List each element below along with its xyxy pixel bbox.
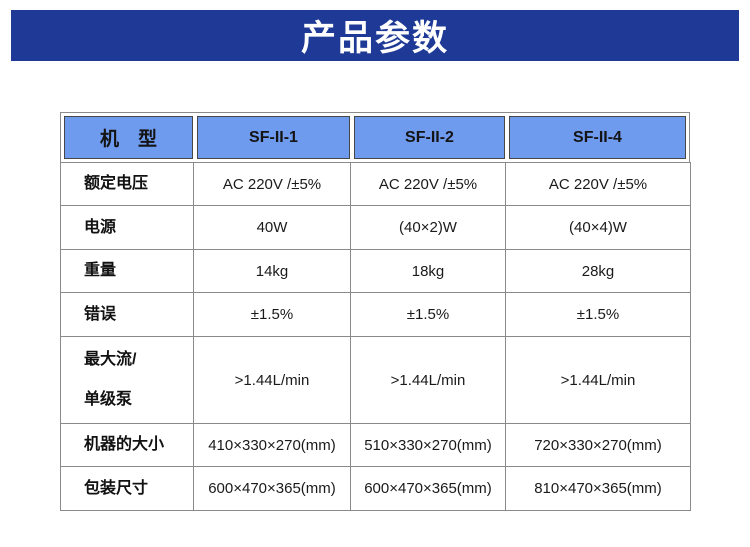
value-cell: AC 220V /±5%	[505, 162, 691, 206]
value-cell: 600×470×365(mm)	[193, 466, 351, 511]
value-cell: 600×470×365(mm)	[350, 466, 506, 511]
value-cell: 720×330×270(mm)	[505, 423, 691, 467]
header-cell-sf-ii-4: SF-II-4	[509, 116, 686, 159]
value-cell: 14kg	[193, 249, 351, 293]
value-cell: 40W	[193, 205, 351, 250]
header-cell-sf-ii-2: SF-II-2	[354, 116, 505, 159]
row-label-cell: 重量	[60, 249, 194, 293]
spec-table-body: 额定电压 AC 220V /±5% AC 220V /±5% AC 220V /…	[60, 162, 691, 511]
row-label-cell: 最大流/ 单级泵	[60, 336, 194, 424]
page-title-banner: 产品参数	[11, 10, 739, 61]
table-row-package-size: 包装尺寸 600×470×365(mm) 600×470×365(mm) 810…	[60, 466, 691, 511]
value-cell: 410×330×270(mm)	[193, 423, 351, 467]
value-cell: 18kg	[350, 249, 506, 293]
value-cell: 510×330×270(mm)	[350, 423, 506, 467]
value-cell: (40×2)W	[350, 205, 506, 250]
row-label-cell: 包装尺寸	[60, 466, 194, 511]
table-row-weight: 重量 14kg 18kg 28kg	[60, 249, 691, 293]
spec-table-header-row: 机 型 SF-II-1 SF-II-2 SF-II-4	[60, 112, 690, 162]
value-cell: AC 220V /±5%	[350, 162, 506, 206]
page-title: 产品参数	[300, 19, 449, 58]
value-cell: ±1.5%	[505, 292, 691, 337]
row-label-cell: 错误	[60, 292, 194, 337]
value-cell: >1.44L/min	[350, 336, 506, 424]
table-row-max-flow: 最大流/ 单级泵 >1.44L/min >1.44L/min >1.44L/mi…	[60, 336, 691, 424]
value-cell: ±1.5%	[193, 292, 351, 337]
row-label-cell: 电源	[60, 205, 194, 250]
row-label-cell: 机器的大小	[60, 423, 194, 467]
value-cell: 28kg	[505, 249, 691, 293]
header-cell-sf-ii-1: SF-II-1	[197, 116, 350, 159]
table-row-rated-voltage: 额定电压 AC 220V /±5% AC 220V /±5% AC 220V /…	[60, 162, 691, 206]
table-row-error: 错误 ±1.5% ±1.5% ±1.5%	[60, 292, 691, 337]
value-cell: (40×4)W	[505, 205, 691, 250]
header-cell-model: 机 型	[64, 116, 193, 159]
value-cell: AC 220V /±5%	[193, 162, 351, 206]
table-row-power: 电源 40W (40×2)W (40×4)W	[60, 205, 691, 250]
value-cell: >1.44L/min	[505, 336, 691, 424]
product-spec-table: 机 型 SF-II-1 SF-II-2 SF-II-4 额定电压 AC 220V…	[60, 112, 691, 511]
row-label-cell: 额定电压	[60, 162, 194, 206]
value-cell: ±1.5%	[350, 292, 506, 337]
value-cell: 810×470×365(mm)	[505, 466, 691, 511]
table-row-machine-size: 机器的大小 410×330×270(mm) 510×330×270(mm) 72…	[60, 423, 691, 467]
value-cell: >1.44L/min	[193, 336, 351, 424]
page: { "banner": { "title": "产品参数" }, "colors…	[0, 10, 750, 547]
